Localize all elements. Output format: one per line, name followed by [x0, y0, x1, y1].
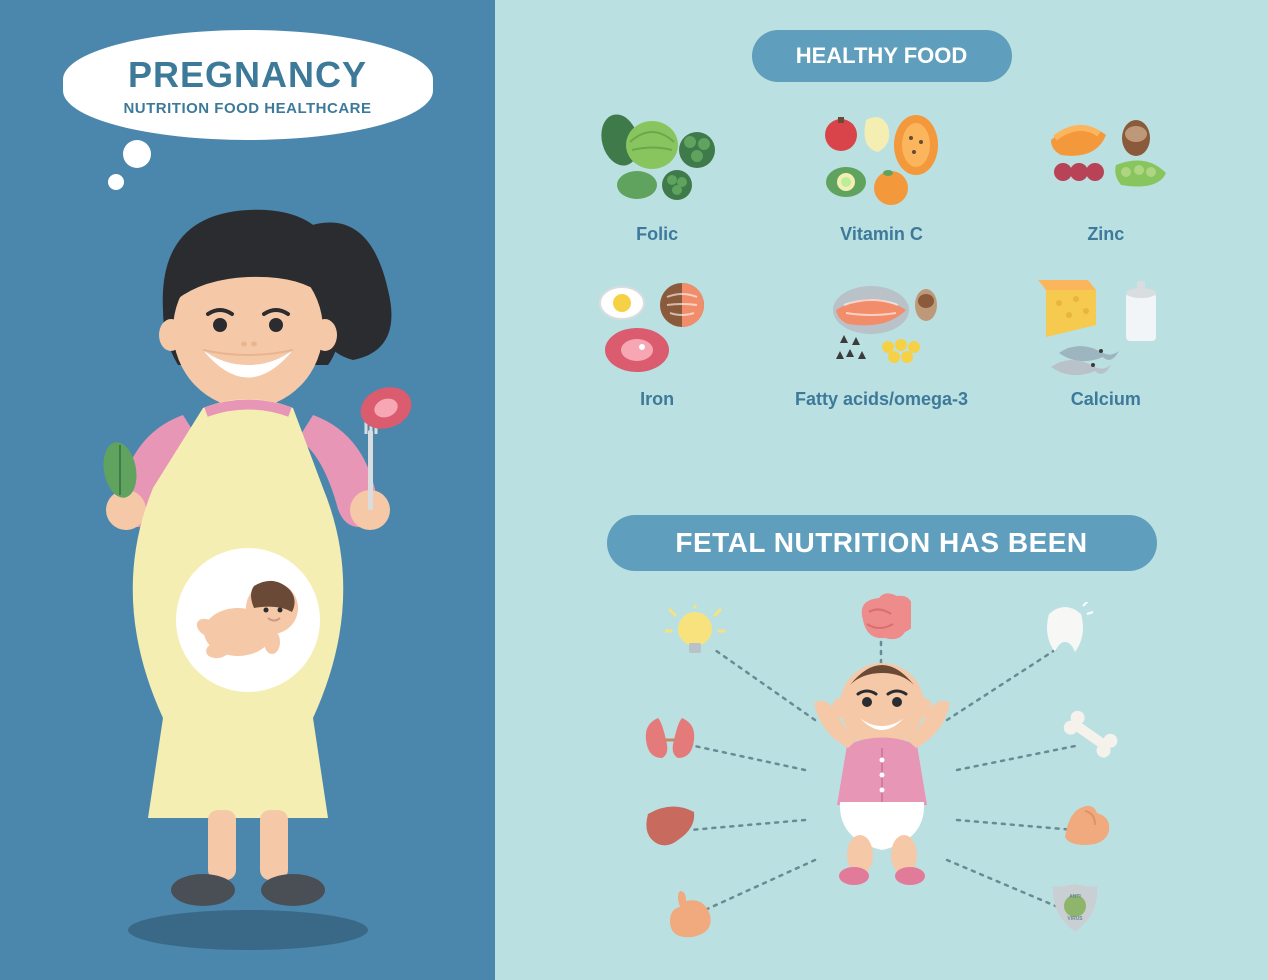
lightbulb-icon: [665, 605, 725, 660]
woman-shadow: [128, 910, 368, 950]
calcium-icon: [1031, 275, 1181, 375]
tooth-icon: [1035, 602, 1095, 657]
folic-icon: [582, 110, 732, 210]
pregnant-woman-illustration: [68, 190, 428, 920]
svg-text:ANTI: ANTI: [1069, 894, 1081, 900]
svg-text:VIRUS: VIRUS: [1067, 916, 1083, 922]
food-vitaminc: Vitamin C: [779, 110, 983, 245]
infographic: PREGNANCY NUTRITION FOOD HEALTHCARE: [0, 0, 1268, 980]
food-label: Zinc: [1087, 224, 1124, 245]
fetal-nutrition-heading: FETAL NUTRITION HAS BEEN: [607, 515, 1157, 571]
food-grid: Folic Vitamin C: [555, 110, 1208, 410]
left-panel: PREGNANCY NUTRITION FOOD HEALTHCARE: [0, 0, 495, 980]
baby-icon: [792, 650, 972, 900]
right-panel: HEALTHY FOOD Folic: [495, 0, 1268, 980]
food-label: Vitamin C: [840, 224, 923, 245]
brain-icon: [851, 592, 911, 647]
vitaminc-icon: [806, 110, 956, 210]
food-zinc: Zinc: [1004, 110, 1208, 245]
food-folic: Folic: [555, 110, 759, 245]
iron-icon: [582, 275, 732, 375]
fetal-diagram: ANTI VIRUS: [495, 590, 1268, 950]
food-omega3: Fatty acids/omega-3: [779, 275, 983, 410]
healthy-food-heading: HEALTHY FOOD: [752, 30, 1012, 82]
bone-icon: [1060, 708, 1120, 763]
thought-bubble: PREGNANCY NUTRITION FOOD HEALTHCARE: [63, 30, 433, 140]
omega3-icon: [806, 275, 956, 375]
food-iron: Iron: [555, 275, 759, 410]
food-label: Calcium: [1071, 389, 1141, 410]
food-label: Iron: [640, 389, 674, 410]
liver-icon: [640, 800, 700, 855]
title-sub: NUTRITION FOOD HEALTHCARE: [123, 100, 371, 117]
food-calcium: Calcium: [1004, 275, 1208, 410]
kidneys-icon: [640, 710, 700, 765]
muscle-icon: [1055, 795, 1115, 850]
stomach-icon: [660, 885, 720, 940]
food-label: Folic: [636, 224, 678, 245]
shield-icon: ANTI VIRUS: [1045, 880, 1105, 935]
food-label: Fatty acids/omega-3: [795, 389, 968, 410]
title-main: PREGNANCY: [128, 54, 367, 96]
zinc-icon: [1031, 110, 1181, 210]
